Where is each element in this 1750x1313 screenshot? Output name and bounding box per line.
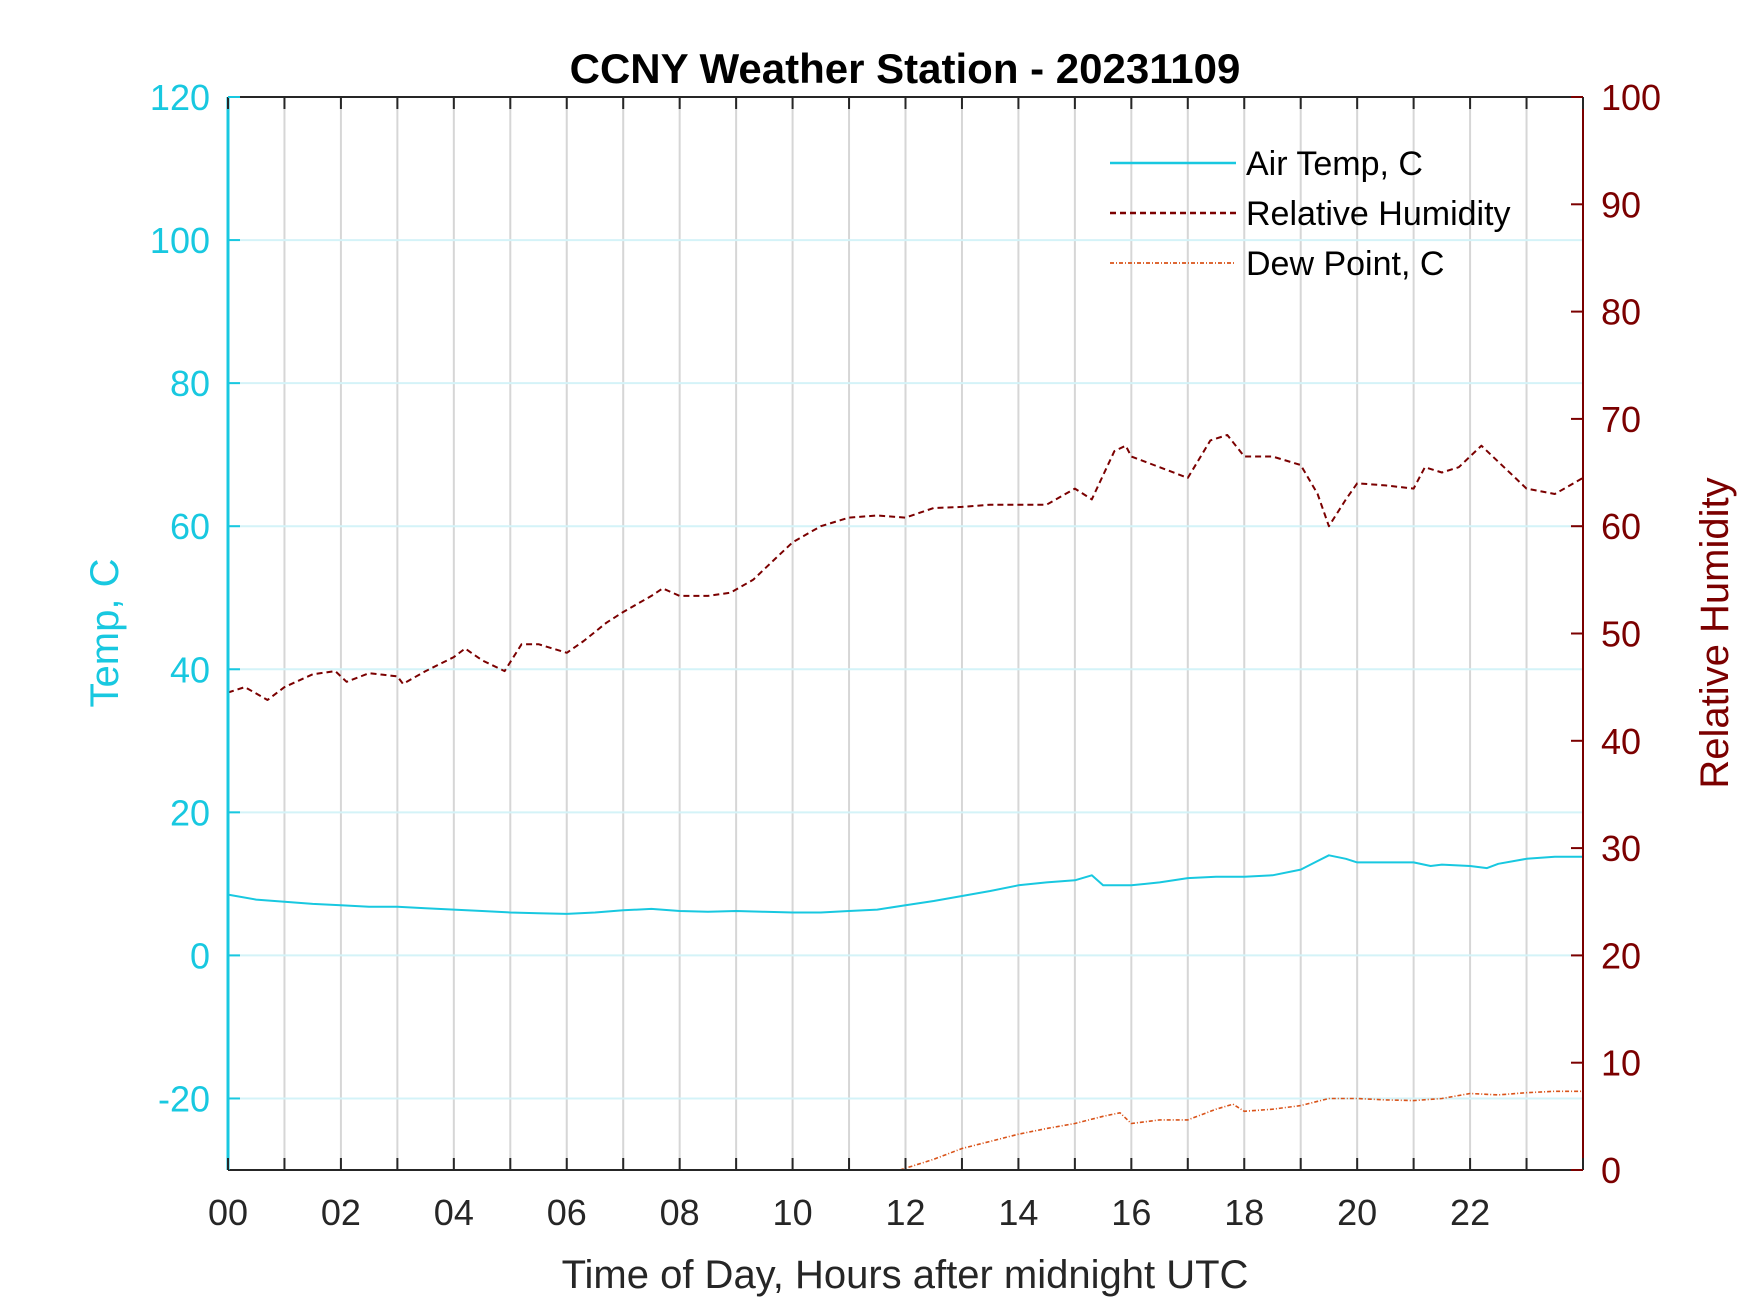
right-tick-label: 10 — [1601, 1043, 1641, 1084]
tick-labels: 00 02 04 06 08 10 12 14 16 18 20 22-200204060801001… — [150, 77, 1661, 1233]
legend-label-relative-humidity: Relative Humidity — [1246, 195, 1511, 233]
right-tick-label: 20 — [1601, 935, 1641, 976]
right-tick-label: 0 — [1601, 1150, 1621, 1191]
left-tick-label: 20 — [170, 792, 210, 833]
series-line-relative-humidity — [227, 434, 1584, 701]
series-line-air-temp-c — [227, 854, 1583, 915]
left-tick-label: 100 — [150, 220, 210, 261]
legend: Air Temp, C Relative Humidity Dew Point,… — [1110, 145, 1511, 283]
right-tick-label: 80 — [1601, 292, 1641, 333]
right-tick-label: 90 — [1601, 184, 1641, 225]
x-tick-label: 02 — [321, 1192, 361, 1233]
grid-lines — [228, 97, 1583, 1170]
axes — [226, 96, 1584, 1171]
right-tick-label: 50 — [1601, 614, 1641, 655]
chart-title: CCNY Weather Station - 20231109 — [570, 45, 1241, 92]
right-tick-label: 30 — [1601, 828, 1641, 869]
series-line-dew-point-c — [899, 1090, 1583, 1171]
left-tick-label: 60 — [170, 506, 210, 547]
left-axis-label: Temp, C — [83, 559, 127, 708]
x-tick-label: 06 — [547, 1192, 587, 1233]
data-series — [227, 434, 1584, 1171]
right-tick-label: 60 — [1601, 506, 1641, 547]
x-tick-label: 00 — [208, 1192, 248, 1233]
left-tick-label: 0 — [190, 935, 210, 976]
legend-label-air-temp: Air Temp, C — [1246, 145, 1423, 183]
right-tick-label: 100 — [1601, 77, 1661, 118]
x-tick-label: 12 — [885, 1192, 925, 1233]
left-tick-label: 120 — [150, 77, 210, 118]
x-tick-label: 18 — [1224, 1192, 1264, 1233]
x-tick-label: 14 — [998, 1192, 1038, 1233]
x-tick-label: 04 — [434, 1192, 474, 1233]
left-tick-label: 80 — [170, 363, 210, 404]
right-tick-label: 40 — [1601, 721, 1641, 762]
right-axis-label: Relative Humidity — [1693, 477, 1737, 788]
x-tick-label: 20 — [1337, 1192, 1377, 1233]
x-axis-label: Time of Day, Hours after midnight UTC — [562, 1253, 1249, 1297]
x-tick-label: 10 — [773, 1192, 813, 1233]
left-tick-label: -20 — [158, 1078, 210, 1119]
x-tick-label: 16 — [1111, 1192, 1151, 1233]
legend-label-dew-point: Dew Point, C — [1246, 245, 1444, 283]
x-tick-label: 22 — [1450, 1192, 1490, 1233]
left-tick-label: 40 — [170, 649, 210, 690]
right-tick-label: 70 — [1601, 399, 1641, 440]
x-tick-label: 08 — [660, 1192, 700, 1233]
